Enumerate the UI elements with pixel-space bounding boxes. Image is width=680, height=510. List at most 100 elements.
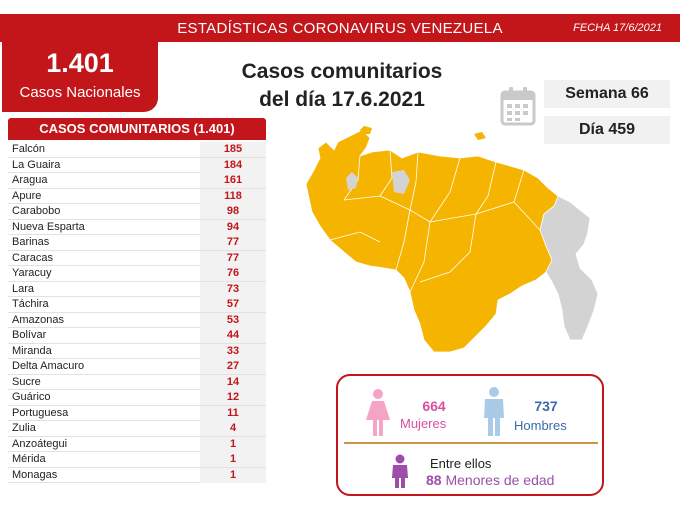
child-icon	[392, 454, 408, 488]
table-row: Anzoátegui 1	[8, 436, 266, 452]
state-cases: 44	[200, 328, 266, 343]
state-name: Mérida	[12, 453, 46, 465]
state-name: Carabobo	[12, 205, 61, 217]
state-cases: 1	[200, 452, 266, 467]
state-cases: 11	[200, 405, 266, 421]
table-row: Delta Amacuro 27	[8, 359, 266, 375]
state-cases: 184	[200, 157, 266, 173]
table-row: Zulia 4	[8, 421, 266, 437]
table-row: Falcón 185	[8, 142, 266, 158]
state-name: Amazonas	[12, 313, 64, 326]
calendar-icon	[500, 87, 536, 126]
table-row: Lara 73	[8, 281, 266, 297]
national-total-box: 1.401 Casos Nacionales	[2, 42, 158, 112]
table-row: La Guaira 184	[8, 157, 266, 173]
state-name: Anzoátegui	[12, 437, 68, 450]
woman-icon	[366, 389, 390, 436]
headline: Casos comunitarios del día 17.6.2021	[212, 58, 472, 114]
map-island-2	[474, 132, 486, 140]
state-cases: 185	[200, 142, 266, 157]
state-name: Lara	[12, 282, 35, 295]
national-total: 1.401	[46, 48, 114, 78]
state-cases: 53	[200, 312, 266, 328]
state-name: Falcón	[12, 143, 46, 155]
state-cases: 14	[200, 374, 266, 390]
map-gray-essequibo	[539, 195, 599, 341]
men-count: 737	[534, 398, 558, 414]
women-label: Mujeres	[400, 416, 447, 431]
state-cases: 33	[200, 343, 266, 359]
man-icon	[484, 387, 504, 436]
gender-summary-box: 664 Mujeres 737 Hombres Entre ellos 88 M…	[336, 374, 604, 496]
table-row: Mérida 1	[8, 452, 266, 468]
table-row: Guárico 12	[8, 390, 266, 406]
national-label: Casos Nacionales	[19, 84, 141, 101]
cases-table: Falcón 185 La Guaira 184 Aragua 161 Apure 118 Ca…	[8, 142, 266, 483]
state-cases: 1	[200, 436, 266, 452]
table-row: Sucre 14	[8, 374, 266, 390]
week-box: Semana 66	[544, 80, 670, 108]
map-gray-lake	[346, 172, 358, 190]
table-row: Amazonas 53	[8, 312, 266, 328]
state-name: Caracas	[12, 251, 53, 264]
header-title: ESTADÍSTICAS CORONAVIRUS VENEZUELA	[177, 20, 503, 37]
state-cases: 1	[200, 467, 266, 483]
state-name: La Guaira	[12, 158, 61, 171]
header-bar: ESTADÍSTICAS CORONAVIRUS VENEZUELA FECHA…	[0, 14, 680, 42]
women-count: 664	[422, 398, 446, 414]
day-box: Día 459	[544, 116, 670, 144]
state-name: Sucre	[12, 375, 41, 388]
table-row: Nueva Esparta 94	[8, 219, 266, 235]
state-name: Yaracuy	[12, 267, 52, 279]
map-gray-state	[392, 170, 410, 194]
table-row: Carabobo 98	[8, 204, 266, 220]
state-name: Zulia	[12, 422, 36, 434]
minors-label: Menores de edad	[445, 472, 555, 488]
state-name: Táchira	[12, 298, 49, 310]
state-cases: 76	[200, 266, 266, 281]
map-island	[360, 126, 372, 134]
state-name: Nueva Esparta	[12, 220, 85, 233]
state-cases: 77	[200, 235, 266, 250]
cases-table-title: CASOS COMUNITARIOS (1.401)	[8, 118, 266, 140]
state-name: Miranda	[12, 344, 52, 357]
minors-count: 88	[426, 472, 442, 488]
table-row: Aragua 161	[8, 173, 266, 189]
state-cases: 77	[200, 250, 266, 266]
headline-line2: del día 17.6.2021	[259, 88, 425, 111]
table-row: Monagas 1	[8, 467, 266, 483]
map-yellow-region	[305, 129, 567, 353]
gender-divider	[344, 442, 598, 444]
headline-line1: Casos comunitarios	[241, 60, 443, 83]
minors-line: 88 Menores de edad	[426, 472, 554, 488]
state-cases: 94	[200, 219, 266, 235]
men-label: Hombres	[514, 418, 567, 433]
venezuela-map	[305, 126, 599, 353]
state-cases: 118	[200, 188, 266, 204]
state-name: Delta Amacuro	[12, 360, 85, 372]
state-name: Monagas	[12, 468, 58, 481]
table-row: Miranda 33	[8, 343, 266, 359]
state-cases: 57	[200, 297, 266, 312]
table-row: Apure 118	[8, 188, 266, 204]
state-cases: 161	[200, 173, 266, 188]
state-cases: 73	[200, 281, 266, 297]
state-cases: 98	[200, 204, 266, 219]
header-date: FECHA 17/6/2021	[573, 22, 662, 34]
state-cases: 27	[200, 359, 266, 374]
state-cases: 4	[200, 421, 266, 436]
state-name: Bolívar	[12, 329, 47, 341]
table-row: Caracas 77	[8, 250, 266, 266]
table-row: Bolívar 44	[8, 328, 266, 344]
among-label: Entre ellos	[430, 456, 492, 471]
table-row: Portuguesa 11	[8, 405, 266, 421]
state-name: Aragua	[12, 174, 48, 186]
state-name: Apure	[12, 189, 42, 202]
table-row: Barinas 77	[8, 235, 266, 251]
state-name: Barinas	[12, 236, 50, 248]
state-cases: 12	[200, 390, 266, 405]
table-row: Táchira 57	[8, 297, 266, 313]
state-name: Portuguesa	[12, 406, 69, 419]
state-name: Guárico	[12, 391, 51, 403]
table-row: Yaracuy 76	[8, 266, 266, 282]
